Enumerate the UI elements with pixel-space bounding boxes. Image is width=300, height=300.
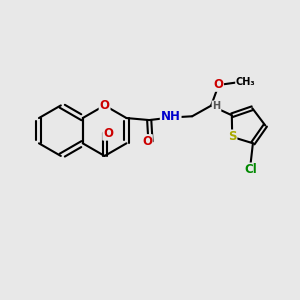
Text: O: O	[142, 135, 152, 148]
Text: CH₃: CH₃	[236, 77, 256, 87]
Text: O: O	[103, 127, 113, 140]
Text: H: H	[212, 101, 220, 111]
Text: O: O	[100, 99, 110, 112]
Text: NH: NH	[161, 110, 181, 123]
Text: O: O	[213, 78, 223, 91]
Text: S: S	[228, 130, 236, 143]
Text: Cl: Cl	[244, 164, 257, 176]
